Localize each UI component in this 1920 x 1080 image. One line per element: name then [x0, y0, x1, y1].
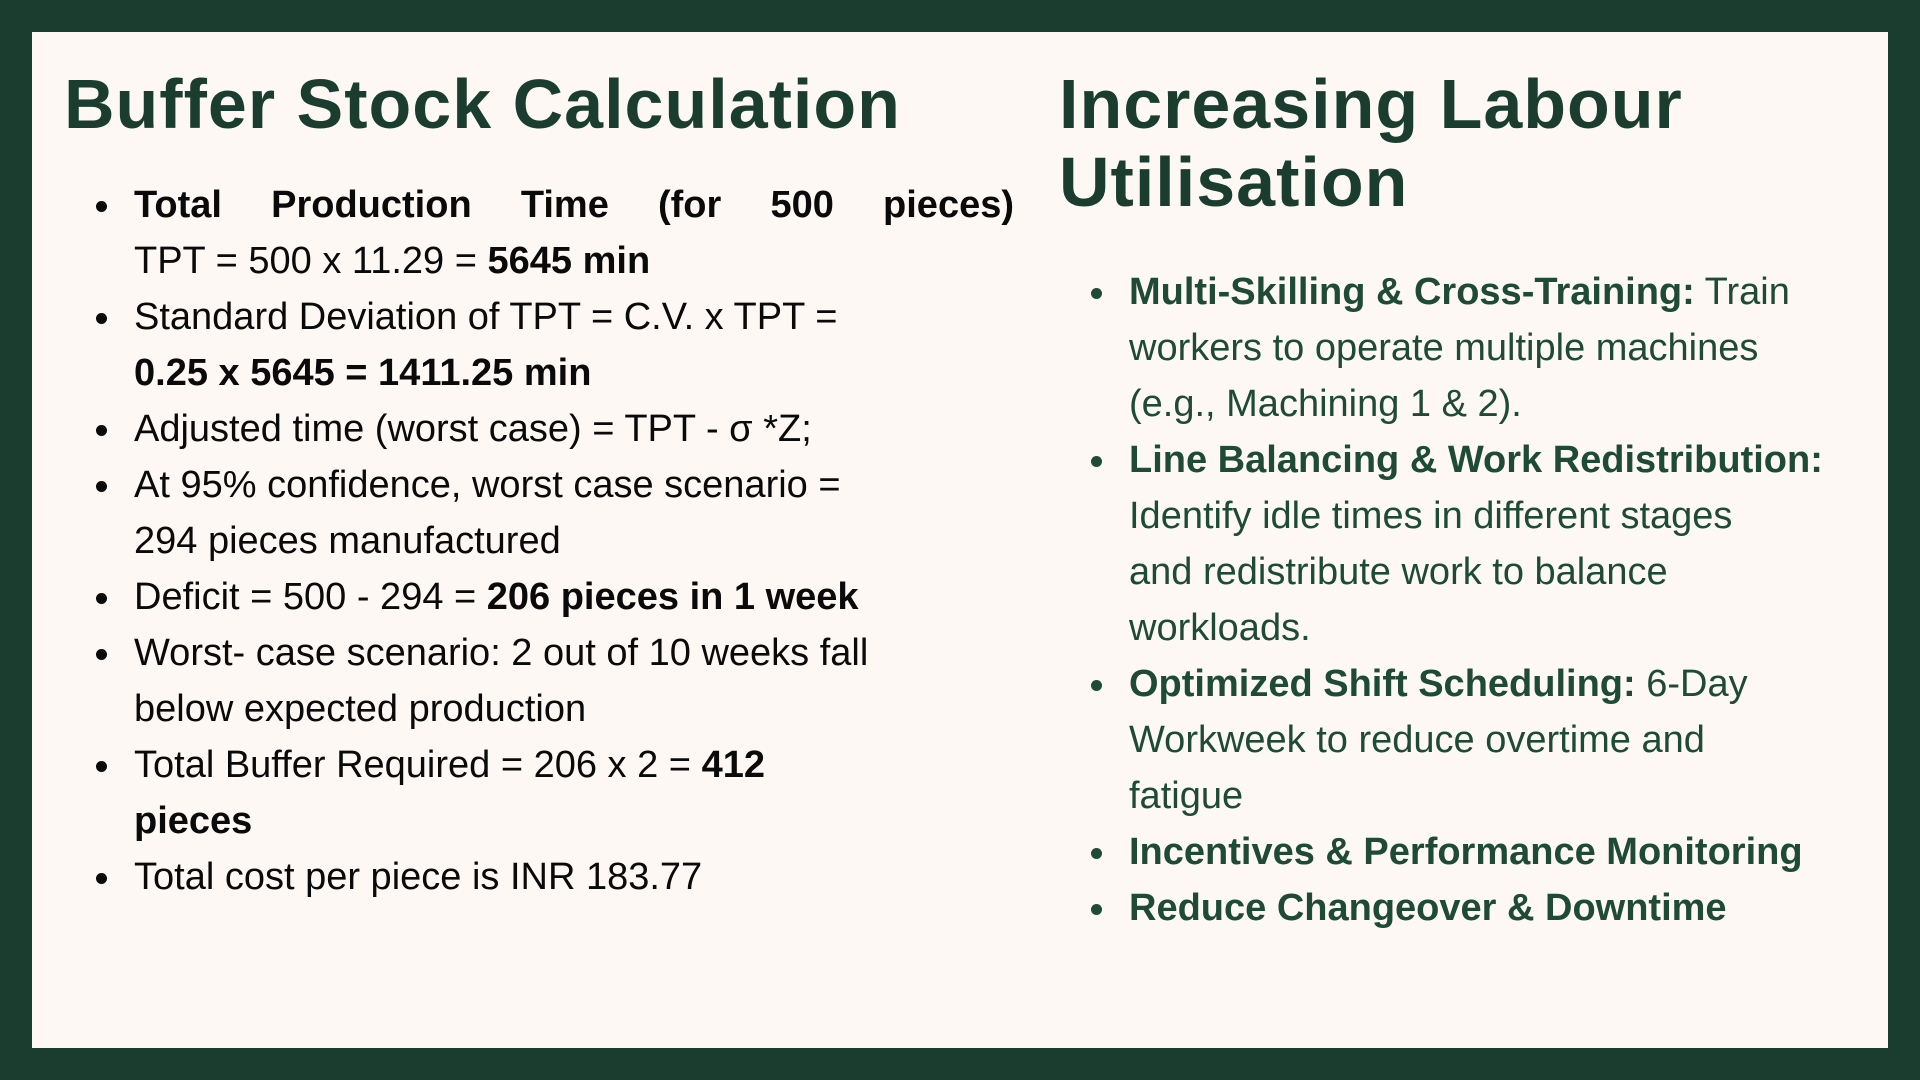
confidence-result: 294 pieces manufactured	[134, 520, 561, 562]
list-item: Worst- case scenario: 2 out of 10 weeks …	[64, 625, 1014, 737]
multi-skilling-text-2: workers to operate multiple machines	[1129, 327, 1759, 369]
total-buffer-unit: pieces	[134, 800, 253, 842]
list-item: At 95% confidence, worst case scenario =…	[64, 457, 1014, 569]
list-item: Adjusted time (worst case) = TPT - σ *Z;	[64, 401, 1014, 457]
worst-case-text-cont: below expected production	[134, 688, 587, 730]
line-balancing-text-3: workloads.	[1129, 607, 1311, 649]
deficit-result: 206 pieces in 1 week	[486, 576, 859, 618]
list-item: Reduce Changeover & Downtime	[1059, 880, 1879, 936]
total-buffer-formula: Total Buffer Required = 206 x 2 =	[134, 744, 702, 786]
list-item: Total Production Time (for 500 pieces) T…	[64, 177, 1014, 289]
multi-skilling-text-3: (e.g., Machining 1 & 2).	[1129, 383, 1522, 425]
std-dev-formula: Standard Deviation of TPT = C.V. x TPT =	[134, 296, 838, 338]
list-item: Total cost per piece is INR 183.77	[64, 849, 1014, 905]
list-item: Incentives & Performance Monitoring	[1059, 824, 1879, 880]
list-item: Line Balancing & Work Redistribution: Id…	[1059, 432, 1879, 656]
worst-case-text: Worst- case scenario: 2 out of 10 weeks …	[134, 632, 869, 674]
multi-skilling-line: Multi-Skilling & Cross-Training: Train	[1129, 264, 1879, 320]
adjusted-time-formula: Adjusted time (worst case) = TPT - σ *Z;	[134, 408, 812, 450]
line-balancing-text-2: and redistribute work to balance	[1129, 551, 1668, 593]
line-balancing-text-1: Identify idle times in different stages	[1129, 495, 1733, 537]
list-item: Multi-Skilling & Cross-Training: Train w…	[1059, 264, 1879, 432]
std-dev-result: 0.25 x 5645 = 1411.25 min	[134, 352, 592, 394]
labour-title-line2: Utilisation	[1059, 143, 1409, 221]
total-buffer-line: Total Buffer Required = 206 x 2 = 412	[134, 737, 1014, 793]
list-item: Standard Deviation of TPT = C.V. x TPT =…	[64, 289, 1014, 401]
multi-skilling-text: Train	[1694, 271, 1790, 313]
labour-utilisation-section: Increasing Labour Utilisation Multi-Skil…	[1059, 32, 1879, 936]
changeover-heading: Reduce Changeover & Downtime	[1129, 887, 1727, 929]
shift-scheduling-line: Optimized Shift Scheduling: 6-Day	[1129, 656, 1879, 712]
list-item: Total Buffer Required = 206 x 2 = 412 pi…	[64, 737, 1014, 849]
multi-skilling-heading: Multi-Skilling & Cross-Training:	[1129, 271, 1695, 313]
shift-scheduling-text-3: fatigue	[1129, 775, 1244, 817]
shift-scheduling-heading: Optimized Shift Scheduling:	[1129, 663, 1636, 705]
total-cost-text: Total cost per piece is INR 183.77	[134, 856, 703, 898]
deficit-formula: Deficit = 500 - 294 =	[134, 576, 487, 618]
labour-title-line1: Increasing Labour	[1059, 65, 1683, 143]
slide: Buffer Stock Calculation Total Productio…	[32, 32, 1888, 1048]
list-item: Optimized Shift Scheduling: 6-Day Workwe…	[1059, 656, 1879, 824]
tpt-formula-text: TPT = 500 x 11.29 =	[134, 240, 488, 282]
buffer-stock-title: Buffer Stock Calculation	[64, 65, 901, 143]
labour-utilisation-list: Multi-Skilling & Cross-Training: Train w…	[1059, 264, 1879, 936]
tpt-result: 5645 min	[487, 240, 651, 282]
incentives-heading: Incentives & Performance Monitoring	[1129, 831, 1803, 873]
list-item: Deficit = 500 - 294 = 206 pieces in 1 we…	[64, 569, 1014, 625]
tpt-formula: TPT = 500 x 11.29 = 5645 min	[134, 233, 1014, 289]
total-production-time-heading: Total Production Time (for 500 pieces)	[134, 184, 1014, 226]
buffer-stock-section: Buffer Stock Calculation Total Productio…	[64, 32, 1014, 905]
confidence-text: At 95% confidence, worst case scenario =	[134, 464, 841, 506]
total-buffer-result: 412	[701, 744, 765, 786]
line-balancing-heading: Line Balancing & Work Redistribution:	[1129, 439, 1823, 481]
deficit-line: Deficit = 500 - 294 = 206 pieces in 1 we…	[134, 569, 1014, 625]
shift-scheduling-text: 6-Day	[1635, 663, 1748, 705]
buffer-stock-list: Total Production Time (for 500 pieces) T…	[64, 177, 1014, 905]
shift-scheduling-text-2: Workweek to reduce overtime and	[1129, 719, 1705, 761]
labour-utilisation-title: Increasing Labour Utilisation	[1059, 32, 1879, 221]
